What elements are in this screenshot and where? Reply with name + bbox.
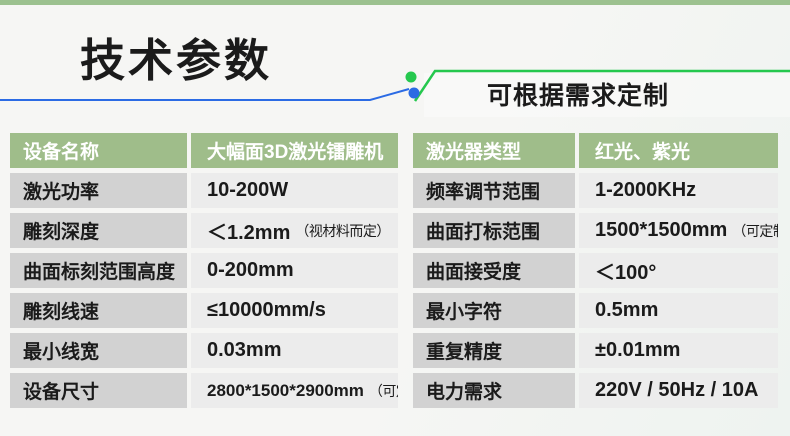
spec-label: 设备尺寸 — [10, 373, 187, 408]
spec-value: 1500*1500mm — [595, 219, 728, 241]
spec-value: 0-200mm — [207, 259, 294, 281]
spec-value: ＜1.2mm — [207, 222, 291, 244]
header-cell-laser-type: 激光器类型 — [413, 133, 575, 168]
spec-value-cell: 1-2000KHz — [579, 173, 778, 208]
spec-label: 最小字符 — [413, 293, 575, 328]
spec-value-cell: ≤10000mm/s — [191, 293, 398, 328]
spec-value: ＜100° — [595, 262, 657, 284]
header-cell-device-name: 设备名称 — [10, 133, 187, 168]
spec-value-cell: ±0.01mm — [579, 333, 778, 368]
banner-label: 可根据需求定制 — [486, 82, 669, 110]
page-title: 技术参数 — [80, 35, 273, 86]
blue-underline — [0, 88, 410, 101]
spec-value: 10-200W — [207, 179, 289, 201]
green-dot — [405, 71, 417, 83]
blue-dot — [408, 87, 420, 99]
spec-label: 雕刻深度 — [10, 213, 187, 248]
spec-value: 2800*1500*2900mm — [207, 380, 364, 400]
spec-value-cell: 0-200mm — [191, 253, 398, 288]
spec-value-note: （视材料而定） — [295, 223, 390, 240]
spec-label: 曲面接受度 — [413, 253, 575, 288]
spec-label: 雕刻线速 — [10, 293, 187, 328]
spec-value: ±0.01mm — [595, 339, 681, 361]
spec-table-right: 激光器类型 红光、紫光 频率调节范围 1-2000KHz 曲面打标范围 1500… — [413, 133, 778, 408]
spec-value-cell: ＜1.2mm （视材料而定） — [191, 213, 398, 248]
spec-value-cell: 0.5mm — [579, 293, 778, 328]
spec-value: ≤10000mm/s — [207, 299, 326, 321]
spec-value: 1-2000KHz — [595, 179, 697, 201]
spec-value: 220V / 50Hz / 10A — [595, 379, 759, 401]
spec-value-cell: ＜100° — [579, 253, 778, 288]
spec-label: 曲面打标范围 — [413, 213, 575, 248]
spec-value-cell: 10-200W — [191, 173, 398, 208]
spec-value-cell: 220V / 50Hz / 10A — [579, 373, 778, 408]
spec-value-note: （可定制） — [732, 223, 778, 240]
spec-label: 重复精度 — [413, 333, 575, 368]
spec-value: 0.03mm — [207, 339, 282, 361]
spec-label: 曲面标刻范围高度 — [10, 253, 187, 288]
spec-label: 激光功率 — [10, 173, 187, 208]
spec-value-cell: 2800*1500*2900mm（可定制） — [191, 373, 398, 408]
spec-value: 0.5mm — [595, 299, 659, 321]
spec-value-note: （可定制） — [368, 383, 398, 400]
top-accent-bar — [0, 0, 790, 5]
spec-table-left: 设备名称 大幅面3D激光镭雕机 激光功率 10-200W 雕刻深度 ＜1.2mm… — [10, 133, 398, 408]
header-cell-device-value: 大幅面3D激光镭雕机 — [191, 133, 398, 168]
spec-label: 电力需求 — [413, 373, 575, 408]
spec-label: 最小线宽 — [10, 333, 187, 368]
header-cell-laser-value: 红光、紫光 — [579, 133, 778, 168]
spec-table: 设备名称 大幅面3D激光镭雕机 激光功率 10-200W 雕刻深度 ＜1.2mm… — [10, 133, 778, 408]
spec-label: 频率调节范围 — [413, 173, 575, 208]
spec-value-cell: 0.03mm — [191, 333, 398, 368]
spec-value-cell: 1500*1500mm（可定制） — [579, 213, 778, 248]
